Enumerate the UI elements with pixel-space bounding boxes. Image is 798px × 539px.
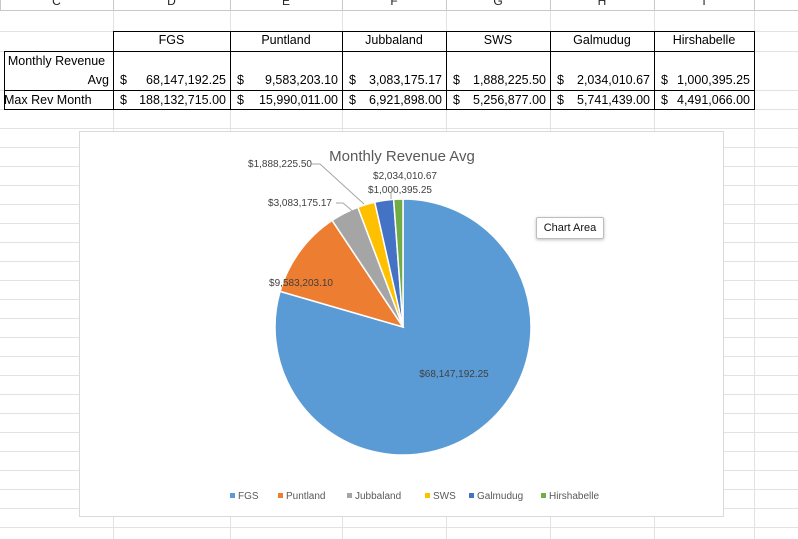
pie-slice-puntland [279, 219, 405, 329]
legend-label-puntland: Puntland [286, 491, 325, 502]
leader-line-jubbaland [336, 202, 357, 215]
data-label-puntland: $9,583,203.10 [269, 278, 333, 289]
legend-label-galmudug: Galmudug [477, 491, 523, 502]
column-header-C[interactable]: C [52, 0, 61, 8]
leader-line-sws [312, 163, 365, 205]
column-header-H[interactable]: H [597, 0, 607, 8]
data-label-hirshabelle: $1,000,395.25 [368, 185, 432, 196]
pie-chart-canvas: Monthly Revenue Avg $68,147,192.25 $9,583,… [230, 148, 599, 502]
column-header-F[interactable]: F [390, 0, 398, 8]
header-cell-puntland[interactable]: Puntland [261, 33, 311, 47]
header-cell-galmudug[interactable]: Galmudug [573, 33, 631, 47]
row-label-max-rev-month[interactable]: Max Rev Month [4, 93, 92, 107]
column-header-E[interactable]: E [281, 0, 290, 8]
legend-swatch-galmudug [469, 493, 474, 498]
pie-slice-hirshabelle [392, 198, 404, 328]
legend-label-hirshabelle: Hirshabelle [549, 491, 599, 502]
column-header-D[interactable]: D [167, 0, 176, 8]
column-header-I[interactable]: I [702, 0, 706, 8]
legend-swatch-jubbaland [347, 493, 352, 498]
data-label-galmudug: $2,034,010.67 [373, 171, 437, 182]
legend-swatch-sws [425, 493, 430, 498]
header-cell-fgs[interactable]: FGS [158, 33, 185, 47]
header-cell-sws[interactable]: SWS [483, 33, 513, 47]
legend-swatch-puntland [278, 493, 283, 498]
row-label-monthly-revenue-line1[interactable]: Monthly Revenue [7, 54, 106, 68]
legend-label-jubbaland: Jubbaland [355, 491, 401, 502]
chart-title: Monthly Revenue Avg [329, 148, 475, 165]
pie-slice-fgs [274, 198, 532, 456]
legend-label-sws: SWS [433, 491, 456, 502]
data-label-jubbaland: $3,083,175.17 [268, 198, 332, 209]
header-cell-hirshabelle[interactable]: Hirshabelle [672, 33, 736, 47]
pie-chart[interactable]: Monthly Revenue Avg $68,147,192.25 $9,583,… [79, 131, 724, 517]
legend-label-fgs: FGS [238, 491, 259, 502]
column-header-G[interactable]: G [493, 0, 503, 8]
data-label-fgs: $68,147,192.25 [419, 369, 489, 380]
header-cell-jubbaland[interactable]: Jubbaland [365, 33, 423, 47]
legend-swatch-fgs [230, 493, 235, 498]
chart-area-tooltip: Chart Area [536, 217, 604, 239]
data-label-sws: $1,888,225.50 [248, 159, 312, 170]
row-label-monthly-revenue-line2[interactable]: Avg [87, 73, 109, 87]
legend-swatch-hirshabelle [541, 493, 546, 498]
